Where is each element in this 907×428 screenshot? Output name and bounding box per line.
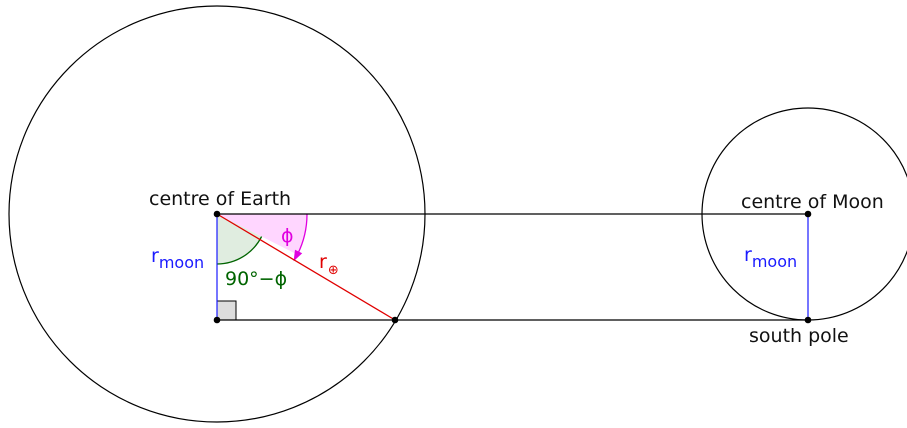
- centre-earth-label: centre of Earth: [149, 188, 291, 210]
- earth-surface-point: [392, 317, 399, 324]
- right-angle-marker: [217, 301, 236, 320]
- r-moon-label-earth: rmoon: [151, 245, 204, 272]
- r-earth-label-main: r: [319, 251, 327, 273]
- r-moon-label-moon-sub: moon: [752, 252, 797, 271]
- r-earth-label-sub: ⊕: [328, 263, 339, 278]
- phi-arrowhead: [294, 250, 303, 262]
- r-moon-label-earth-main: r: [151, 245, 159, 267]
- south-pole-label: south pole: [749, 325, 849, 347]
- r-moon-label-moon-main: r: [744, 244, 752, 266]
- complement-angle-label: 90°−ϕ: [225, 268, 287, 290]
- phi-label: ϕ: [281, 225, 294, 247]
- centre-moon-label: centre of Moon: [741, 191, 884, 213]
- r-moon-label-earth-sub: moon: [159, 253, 204, 272]
- earth-foot-point: [214, 317, 221, 324]
- r-moon-label-moon: rmoon: [744, 244, 797, 271]
- r-earth-label: r⊕: [319, 251, 339, 278]
- centre-earth-point: [214, 211, 221, 218]
- south-pole-point: [805, 317, 812, 324]
